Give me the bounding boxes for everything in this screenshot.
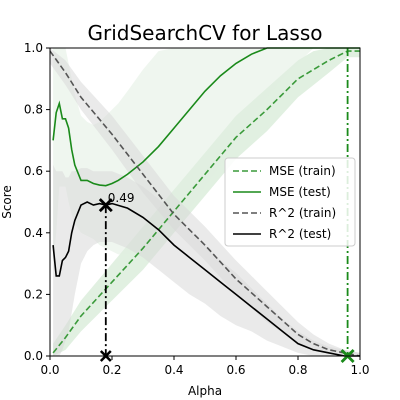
legend-label-mse-train: MSE (train) — [269, 164, 336, 178]
x-tick-label: 0.8 — [288, 363, 307, 377]
y-tick-label: 0.8 — [24, 103, 43, 117]
best-score-label: 0.49 — [108, 191, 135, 205]
y-tick-label: 0.6 — [24, 164, 43, 178]
x-tick-label: 0.4 — [164, 363, 183, 377]
y-tick-label: 0.0 — [24, 349, 43, 363]
y-axis: 0.0 0.2 0.4 0.6 0.8 1.0 — [24, 41, 50, 363]
x-tick-label: 0.0 — [40, 363, 59, 377]
x-tick-label: 0.6 — [226, 363, 245, 377]
chart-title: GridSearchCV for Lasso — [87, 21, 322, 45]
series-line-mse-train — [52, 50, 360, 354]
x-tick-label: 0.2 — [102, 363, 121, 377]
legend-label-mse-test: MSE (test) — [269, 185, 331, 199]
best-score-markers: 0.49 — [98, 48, 355, 363]
best-point-marker-1 — [98, 198, 113, 213]
legend-label-r-2-test: R^2 (test) — [269, 227, 331, 241]
series-line-r-2-train — [49, 50, 361, 357]
legend-frame — [224, 157, 356, 247]
x-tick-label: 1.0 — [350, 363, 369, 377]
y-tick-label: 1.0 — [24, 41, 43, 55]
band-mse-train — [53, 48, 360, 356]
legend: MSE (train) MSE (test) R^2 (train) R^2 (tes… — [224, 157, 356, 247]
x-axis-label: Alpha — [188, 384, 222, 398]
x-axis: 0.0 0.2 0.4 0.6 0.8 1.0 — [40, 356, 370, 377]
legend-label-r-2-train: R^2 (train) — [269, 206, 336, 220]
plot-frame — [49, 47, 361, 357]
series-line-r-2-test — [52, 201, 360, 357]
y-axis-label: Score — [0, 185, 14, 219]
y-tick-label: 0.4 — [24, 226, 43, 240]
band-r-2-test — [53, 165, 360, 356]
y-tick-label: 0.2 — [24, 287, 43, 301]
